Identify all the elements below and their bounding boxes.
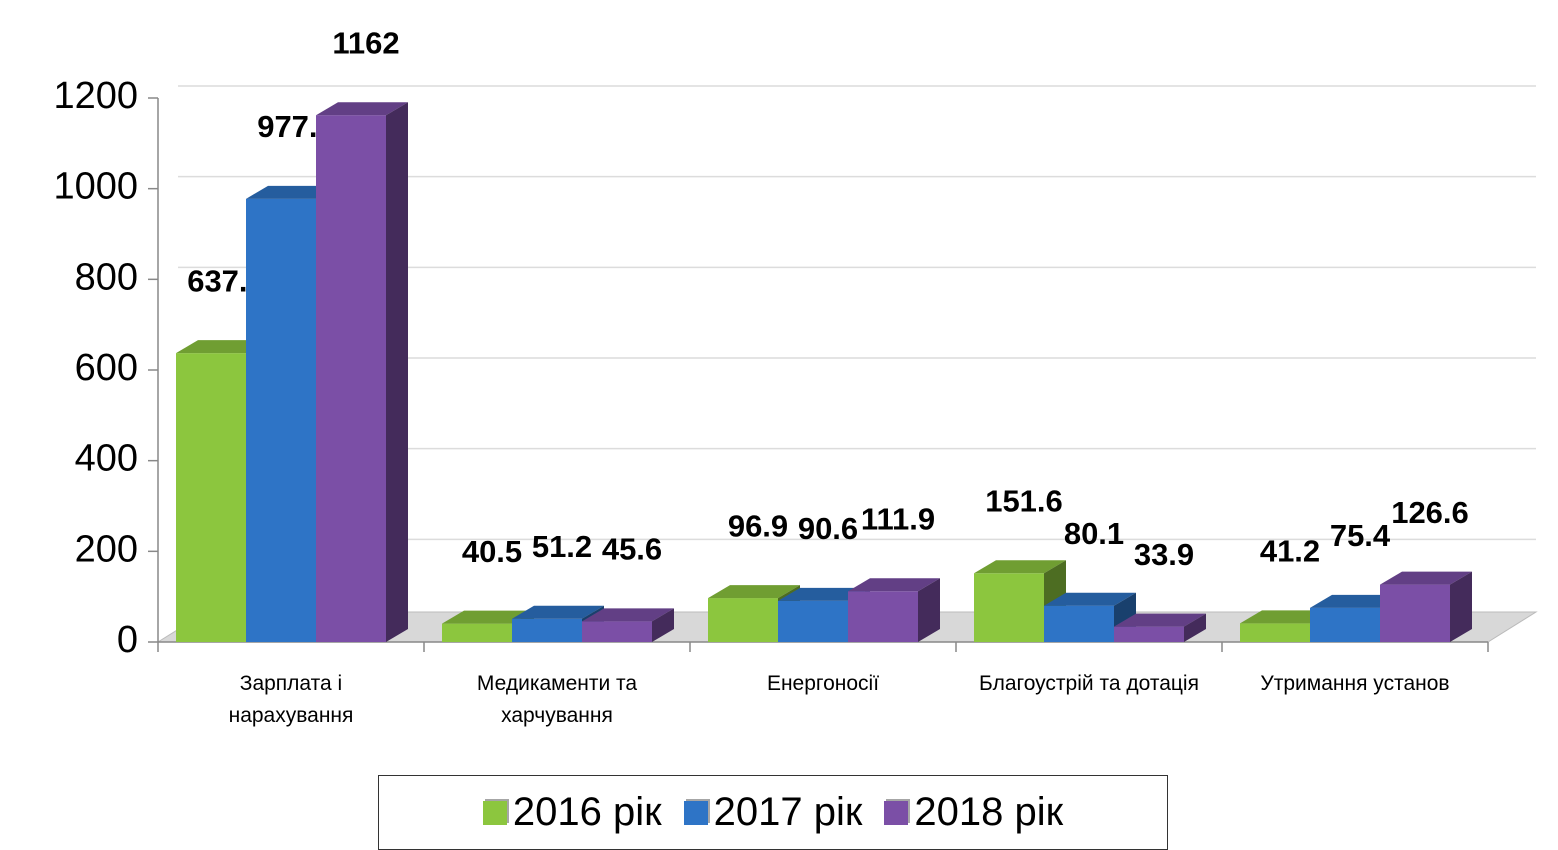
bar-top [778,587,870,601]
bar-top [1310,594,1402,608]
value-label: 33.9 [1134,537,1194,572]
legend-swatch [884,800,909,825]
bar-top [1380,571,1472,585]
y-tick-label: 200 [75,528,138,570]
bar [246,198,316,642]
value-label: 51.2 [532,529,592,564]
x-tick-label: Зарплата і нарахування [228,672,354,727]
value-label: 75.4 [1330,518,1391,553]
y-tick-label: 400 [75,438,138,480]
bar-side [1184,613,1206,642]
value-label: 126.6 [1391,495,1469,530]
y-tick-label: 600 [75,347,138,389]
legend-label: 2018 рік [914,790,1064,834]
value-label: 151.6 [985,483,1063,518]
bar [1240,623,1310,642]
bar-top [442,610,534,624]
bar [582,621,652,642]
bar [1310,607,1380,642]
value-label: 40.5 [462,534,522,569]
bar [1114,626,1184,642]
bar-side [652,608,674,642]
bar-top [246,185,338,199]
bar-top [512,605,604,619]
x-tick-label: Благоустрій та дотація [979,672,1199,695]
value-label: 111.9 [861,501,935,536]
legend-label: 2017 рік [713,790,863,834]
legend-label: 2016 рік [512,790,662,834]
value-label: 1162 [332,25,399,60]
bar [708,598,778,642]
bar-top [848,578,940,592]
bar-side [386,102,408,642]
bar-top [708,585,800,599]
legend-item: 2017 рік [683,790,863,835]
bar [316,115,386,642]
bar-top [176,340,268,354]
bar [778,600,848,642]
legend: 2016 рік 2017 рік 2018 рік [378,775,1168,850]
y-tick-label: 800 [75,256,138,298]
bar-top [1240,610,1332,624]
bar [1380,584,1450,642]
value-label: 45.6 [602,532,662,567]
legend-swatch [683,800,708,825]
y-tick-label: 1200 [53,75,138,117]
legend-item: 2016 рік [482,790,662,835]
value-label: 90.6 [798,511,858,546]
bar [442,623,512,642]
value-label: 41.2 [1260,534,1320,569]
value-label: 96.9 [728,508,788,543]
bar-side [918,578,940,642]
value-label: 80.1 [1064,516,1124,551]
y-tick-label: 0 [117,619,138,661]
bar-top [1044,592,1136,606]
bar [974,573,1044,642]
bar [176,353,246,642]
bar [512,618,582,642]
x-tick-label: Енергоносії [766,672,880,695]
bar [848,591,918,642]
x-tick-label: Утримання установ [1260,672,1450,695]
bar-top [582,608,674,622]
bar-top [974,560,1066,574]
x-tick-label: Медикаменти та харчування [476,672,638,727]
bar [1044,605,1114,642]
bar-top [316,102,408,116]
legend-item: 2018 рік [884,790,1063,835]
bar-side [1450,571,1472,642]
legend-swatch [482,800,507,825]
bar-top [1114,613,1206,627]
y-tick-label: 1000 [53,166,138,208]
